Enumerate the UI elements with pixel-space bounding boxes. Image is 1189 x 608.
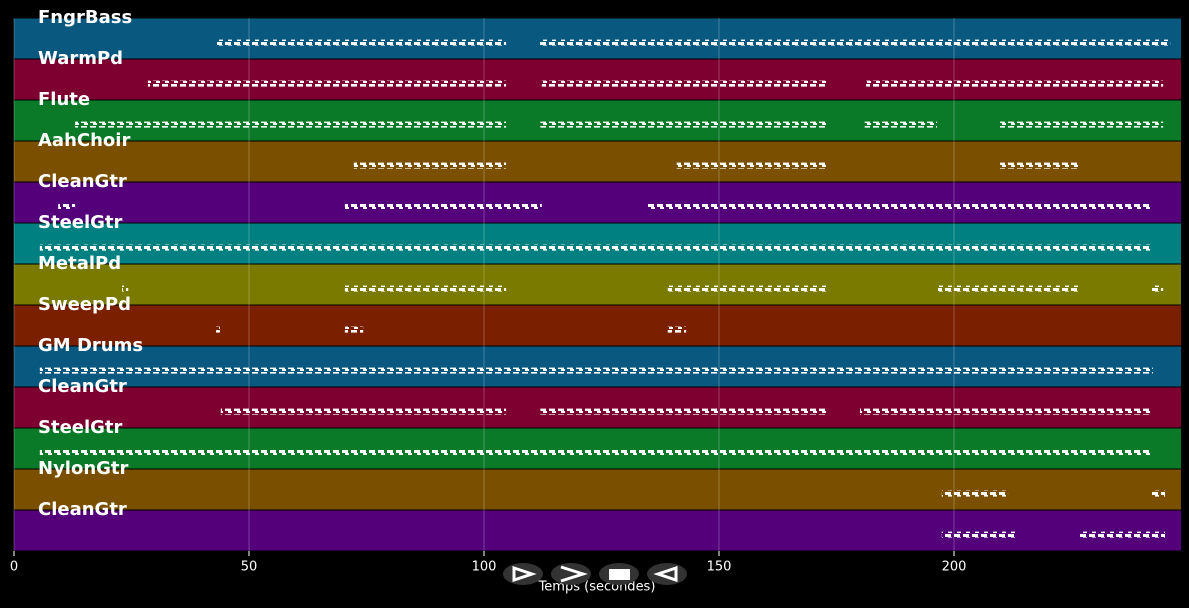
track-row [14,223,1181,264]
track-name: Flute [38,89,90,110]
track-row [14,100,1181,141]
note-segment [1151,490,1166,497]
note-segment [676,162,829,169]
x-tick-label: 200 [942,560,967,575]
note-segment [58,203,76,210]
play-button[interactable] [503,563,543,585]
x-axis-label: Temps (secondes) [538,580,656,595]
track-row [14,346,1181,387]
x-tick-label: 50 [241,560,258,575]
note-segment [941,490,1009,497]
back-button[interactable] [647,563,687,585]
track-row [14,59,1181,100]
note-segment [540,408,828,415]
note-segment [147,80,507,87]
note-segment [220,408,507,415]
track-name: MetalPd [38,253,121,274]
x-tick-label: 0 [10,560,18,575]
note-segment [1000,121,1164,128]
forward-button[interactable] [551,563,591,585]
track-row [14,264,1181,305]
note-segment [353,162,507,169]
track-row [14,387,1181,428]
track-name: SweepPd [38,294,131,315]
note-segment [648,203,1152,210]
note-segment [667,326,687,333]
playback-controls [503,563,687,585]
note-segment [39,367,1153,374]
track-name: AahChoir [38,130,130,151]
track-name: GM Drums [38,335,143,356]
track-name: NylonGtr [38,458,129,479]
note-segment [1151,285,1164,292]
note-segment [39,449,1150,456]
track-name: SteelGtr [38,417,123,438]
note-segment [941,531,1017,538]
note-segment [1000,162,1080,169]
note-segment [216,326,220,333]
note-segment [539,39,1171,46]
note-segment [541,80,829,87]
x-tick-label: 150 [707,560,732,575]
note-segment [217,39,507,46]
track-name: CleanGtr [38,499,127,520]
track-row [14,18,1181,59]
note-segment [864,121,938,128]
track-name: FngrBass [38,7,132,28]
track-row [14,141,1181,182]
note-segment [540,121,828,128]
note-segment [344,326,364,333]
stop-button[interactable] [599,563,639,585]
note-segment [866,80,1164,87]
note-segment [122,285,129,292]
note-segment [667,285,829,292]
note-segment [859,408,1150,415]
tracks [14,18,1181,551]
note-segment [344,203,542,210]
track-name: CleanGtr [38,376,127,397]
track-name: CleanGtr [38,171,127,192]
note-segment [344,285,507,292]
note-segment [75,121,507,128]
track-name: SteelGtr [38,212,123,233]
x-tick-label: 100 [472,560,497,575]
note-segment [1079,531,1166,538]
track-row [14,182,1181,223]
note-segment [39,244,1152,251]
note-segment [938,285,1080,292]
track-row [14,469,1181,510]
track-row [14,510,1181,551]
track-name: WarmPd [38,48,123,69]
track-row [14,305,1181,346]
track-row [14,428,1181,469]
